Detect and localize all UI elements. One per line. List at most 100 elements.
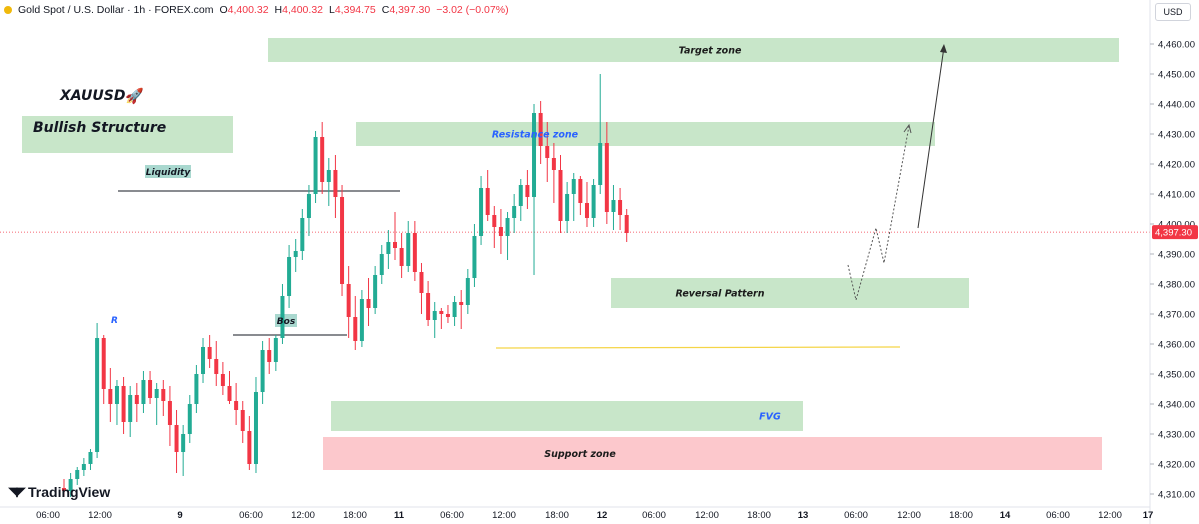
time-tick-label: 12:00 <box>695 510 719 521</box>
price-tick-label: 4,450.00 <box>1158 70 1195 81</box>
price-tick-label: 4,440.00 <box>1158 100 1195 111</box>
candle-body <box>359 299 364 341</box>
candle-body <box>598 143 603 185</box>
candle-body <box>584 203 589 218</box>
candle-body <box>240 410 245 431</box>
candle-body <box>445 314 450 317</box>
bos-label: Bos <box>277 317 296 327</box>
time-axis: 06:00 12:00 9 06:00 12:00 18:00 11 06:00 12:00 18… <box>0 506 1154 521</box>
price-tick-label: 4,320.00 <box>1158 460 1195 471</box>
candle-body <box>426 293 431 320</box>
candle-body <box>485 188 490 215</box>
projection-path <box>847 125 910 301</box>
price-tick-label: 4,430.00 <box>1158 130 1195 141</box>
fvg-zone-label: FVG <box>759 412 781 423</box>
last-price-label: 4,397.30 <box>1155 228 1192 239</box>
candle-body <box>412 233 417 272</box>
price-tick-label: 4,380.00 <box>1158 280 1195 291</box>
ohlc-open: O4,400.32 <box>219 4 269 16</box>
candle-body <box>101 338 106 389</box>
candle-body <box>273 338 278 362</box>
candle-body <box>551 158 556 170</box>
time-tick-label: 11 <box>394 510 405 521</box>
time-tick-label: 06:00 <box>239 510 263 521</box>
candle-body <box>95 338 100 452</box>
currency-button[interactable]: USD <box>1155 3 1191 21</box>
candle-body <box>611 200 616 212</box>
reversal-pattern-zone <box>611 278 969 308</box>
candles <box>62 74 629 497</box>
time-tick-label: 12:00 <box>88 510 112 521</box>
candle-body <box>399 248 404 266</box>
candle-body <box>545 146 550 158</box>
price-axis: 4,310.00 4,320.00 4,330.00 4,340.00 4,350.00… <box>1149 0 1199 524</box>
price-tick-label: 4,460.00 <box>1158 40 1195 51</box>
time-tick-label: 18:00 <box>343 510 367 521</box>
bullish-structure-label: Bullish Structure <box>33 120 166 136</box>
resistance-zone-label: Resistance zone <box>492 130 579 141</box>
candle-body <box>114 386 119 404</box>
candle-body <box>465 278 470 305</box>
time-tick-label: 17 <box>1143 510 1154 521</box>
time-tick-label: 06:00 <box>642 510 666 521</box>
candle-body <box>300 218 305 251</box>
candle-body <box>267 350 272 362</box>
candle-body <box>194 374 199 404</box>
candle-body <box>532 113 537 197</box>
candle-body <box>306 194 311 218</box>
annotation-zones <box>22 38 1119 470</box>
candle-body <box>406 233 411 266</box>
price-axis-bg <box>1150 0 1199 524</box>
time-tick-label: 9 <box>177 510 182 521</box>
candle-body <box>293 251 298 257</box>
candle-body <box>479 188 484 236</box>
candle-body <box>366 299 371 308</box>
candle-body <box>181 434 186 452</box>
liquidity-label: Liquidity <box>146 168 192 178</box>
candle-body <box>373 275 378 308</box>
price-tick-label: 4,330.00 <box>1158 430 1195 441</box>
candle-body <box>558 170 563 221</box>
price-tick-label: 4,360.00 <box>1158 340 1195 351</box>
candle-body <box>432 311 437 320</box>
candle-body <box>154 389 159 398</box>
candle-body <box>75 470 80 479</box>
candle-body <box>512 206 517 218</box>
target-arrow-line <box>917 46 945 229</box>
price-change: −3.02 (−0.07%) <box>436 4 509 16</box>
brand-name: TradingView <box>28 484 111 500</box>
tradingview-logo[interactable]: ◥◤ TradingView <box>8 484 110 500</box>
candle-body <box>68 479 73 491</box>
time-tick-label: 14 <box>1000 510 1011 521</box>
candle-body <box>220 374 225 386</box>
candle-body <box>201 347 206 374</box>
price-tick-label: 4,370.00 <box>1158 310 1195 321</box>
price-tick-label: 4,350.00 <box>1158 370 1195 381</box>
candle-body <box>167 401 172 425</box>
annotation-lines <box>0 44 1150 349</box>
candle-body <box>439 311 444 314</box>
candle-body <box>253 392 258 464</box>
symbol-label: XAUUSD <box>59 88 125 104</box>
candle-body <box>505 218 510 236</box>
time-tick-label: 18:00 <box>747 510 771 521</box>
ohlc-high: H4,400.32 <box>274 4 323 16</box>
liquidity-label-bg <box>145 165 191 178</box>
yellow-level-line <box>495 346 901 349</box>
candle-body <box>571 179 576 194</box>
candle-body <box>148 380 153 398</box>
candle-body <box>280 296 285 338</box>
candle-body <box>452 302 457 317</box>
candle-body <box>134 395 139 404</box>
ohlc-low: L4,394.75 <box>329 4 376 16</box>
candle-body <box>214 359 219 374</box>
target-zone <box>268 38 1119 62</box>
candle-body <box>333 170 338 197</box>
candle-body <box>287 257 292 296</box>
candle-body <box>498 227 503 236</box>
resistance-zone <box>356 122 935 146</box>
price-tick-label: 4,310.00 <box>1158 490 1195 501</box>
price-tick-label: 4,410.00 <box>1158 190 1195 201</box>
time-tick-label: 18:00 <box>545 510 569 521</box>
